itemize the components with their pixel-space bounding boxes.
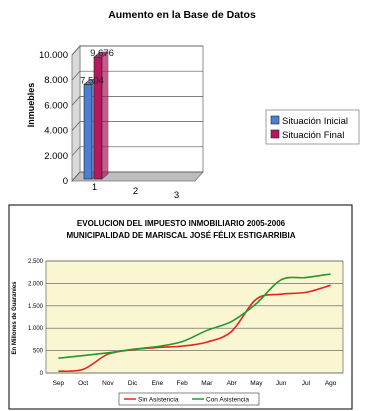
x-tick-label: 1: [92, 182, 97, 193]
legend: Situación Inicial Situación Final: [265, 109, 360, 145]
legend-swatch: [270, 115, 280, 125]
gridline: [71, 146, 203, 157]
x-tick-label: Mar: [201, 380, 213, 387]
x-tick-label: 2: [133, 186, 138, 197]
chart-subtitle: MUNICIPALIDAD DE MARISCAL JOSÉ FÉLIX EST…: [66, 231, 295, 240]
bar-front: [83, 84, 93, 180]
x-tick-label: Jun: [276, 380, 287, 387]
y-tick-label: 10.000: [39, 50, 68, 61]
x-tick-label: Feb: [177, 380, 189, 387]
x-tick-label: Jul: [302, 380, 311, 387]
series-line-sin-asistencia: [58, 284, 331, 373]
y-tick-label: 0: [63, 176, 68, 187]
y-tick-labels: 0 500 1.000 1.500 2.000 2.500: [28, 259, 44, 377]
gridline: [71, 96, 203, 106]
legend: Sin Asistencia Con Asistencia: [118, 392, 260, 406]
gridlines: [71, 45, 203, 182]
x-tick-label: Oct: [78, 380, 88, 387]
x-tick-label: Abr: [227, 380, 238, 387]
legend-swatch: [270, 129, 280, 139]
plot-walls: [71, 44, 204, 183]
y-tick-label: 2.500: [28, 259, 44, 265]
legend-box: [118, 392, 260, 406]
bar-side: [101, 51, 109, 180]
x-tick-label: 3: [174, 190, 179, 200]
legend-label: Situación Inicial: [282, 116, 348, 127]
gridline: [71, 171, 203, 182]
y-tick-label: 4.000: [44, 126, 68, 137]
y-tick-label: 8.000: [44, 75, 68, 86]
y-axis-label: En Millones de Guaraníes: [12, 281, 18, 355]
y-tick-labels: 0 2.000 4.000 6.000 8.000 10.000: [39, 50, 68, 187]
legend-label: Sin Asistencia: [138, 397, 179, 404]
bar-chart-database-growth: Aumento en la Base de Datos Inmuebles 0 2…: [26, 9, 360, 200]
line-chart-tax-evolution: EVOLUCION DEL IMPUESTO INMOBILIARIO 2005…: [8, 204, 353, 410]
x-tick-label: Ene: [152, 380, 164, 387]
x-tick-labels: 1 2 3: [92, 182, 179, 200]
x-tick-label: Nov: [102, 380, 114, 387]
gridline: [71, 45, 203, 56]
data-label: 7.504: [80, 75, 104, 86]
y-axis-label: Inmuebles: [26, 83, 36, 128]
series-line-con-asistencia: [58, 273, 331, 360]
y-tick-label: 2.000: [44, 151, 68, 162]
side-wall: [71, 44, 81, 183]
gridline: [71, 121, 203, 131]
data-labels: 7.504 9.676: [80, 48, 114, 86]
gridlines: [46, 260, 343, 374]
legend-label: Situación Final: [282, 130, 344, 141]
bars: [83, 51, 109, 180]
series-lines: [58, 273, 331, 373]
chart-title: EVOLUCION DEL IMPUESTO INMOBILIARIO 2005…: [77, 219, 286, 228]
x-tick-label: May: [250, 380, 263, 387]
y-tick-label: 1.000: [28, 326, 44, 332]
x-tick-label: Dic: [128, 380, 138, 387]
legend-box: [265, 109, 360, 145]
y-tick-label: 2.000: [28, 281, 44, 287]
chart-title: Aumento en la Base de Datos: [108, 9, 256, 21]
x-tick-label: Ago: [325, 380, 337, 387]
y-tick-label: 6.000: [44, 100, 68, 111]
x-tick-labels: Sep Oct Nov Dic Ene Feb Mar Abr May Jun Jul Ago: [53, 380, 337, 387]
x-tick-label: Sep: [53, 380, 65, 387]
y-tick-label: 500: [33, 349, 44, 355]
y-tick-label: 0: [40, 371, 44, 377]
gridline: [71, 70, 203, 81]
y-tick-label: 1.500: [28, 304, 44, 310]
legend-label: Con Asistencia: [206, 397, 249, 404]
data-label: 9.676: [90, 48, 114, 59]
